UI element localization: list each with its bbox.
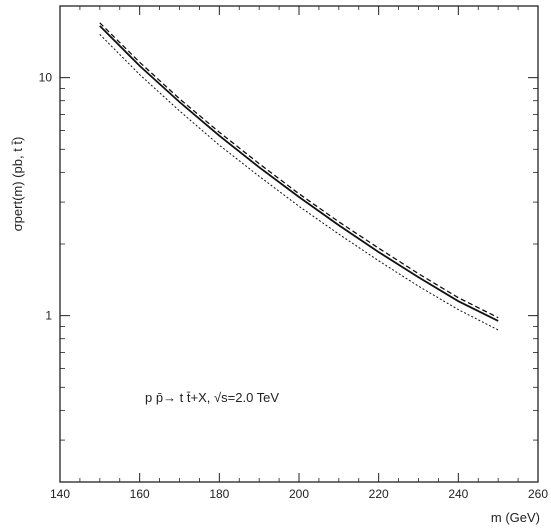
x-tick-label: 160	[130, 487, 150, 501]
data-point-solid	[378, 251, 379, 252]
series-group	[99, 22, 499, 331]
data-point-solid	[219, 135, 220, 136]
data-point-dashed	[458, 297, 459, 298]
axis-ticks	[59, 5, 539, 483]
data-point-solid	[179, 101, 180, 102]
data-point-solid	[259, 167, 260, 168]
x-tick-label: 220	[369, 487, 389, 501]
x-tick-label: 140	[50, 487, 70, 501]
data-point-dotted	[219, 145, 220, 146]
data-point-dashed	[378, 248, 379, 249]
x-tick-label: 180	[209, 487, 229, 501]
data-point-dashed	[259, 163, 260, 164]
data-point-dashed	[418, 273, 419, 274]
data-point-solid	[418, 277, 419, 278]
data-point-solid	[338, 225, 339, 226]
data-point-dashed	[498, 317, 499, 318]
data-point-dotted	[418, 286, 419, 287]
process-annotation: p p̄→ t t̄+X, √s=2.0 TeV	[145, 390, 279, 405]
data-point-dotted	[498, 329, 499, 330]
data-point-dashed	[338, 221, 339, 222]
data-point-dotted	[298, 206, 299, 207]
data-point-solid	[498, 320, 499, 321]
data-point-solid	[458, 301, 459, 302]
x-tick-label: 240	[448, 487, 468, 501]
data-point-dashed	[139, 62, 140, 63]
y-axis-label: σpert(m) (pb, t t̄)	[10, 137, 25, 232]
data-point-dotted	[259, 176, 260, 177]
series-line-solid	[99, 25, 499, 322]
plot-frame	[59, 5, 539, 483]
data-point-dotted	[179, 110, 180, 111]
series-line-dotted	[99, 34, 499, 331]
x-axis-label: m (GeV)	[491, 510, 540, 525]
data-point-solid	[99, 25, 100, 26]
data-point-dotted	[378, 260, 379, 261]
x-tick-label: 200	[289, 487, 309, 501]
data-point-solid	[298, 196, 299, 197]
axis-labels: 140 160 180 200 220 240 260 1 10 m (GeV) σpert(m) …	[10, 71, 548, 525]
y-tick-label: 10	[39, 71, 53, 85]
data-point-solid	[139, 65, 140, 66]
data-point-dotted	[139, 74, 140, 75]
y-tick-label: 1	[45, 309, 52, 323]
data-point-dotted	[99, 34, 100, 35]
data-point-dashed	[219, 132, 220, 133]
series-line-dashed	[99, 22, 499, 319]
x-tick-label: 260	[528, 487, 548, 501]
data-point-dashed	[179, 98, 180, 99]
data-point-dashed	[298, 193, 299, 194]
data-point-dashed	[99, 22, 100, 23]
data-point-dotted	[458, 309, 459, 310]
data-point-dotted	[338, 234, 339, 235]
